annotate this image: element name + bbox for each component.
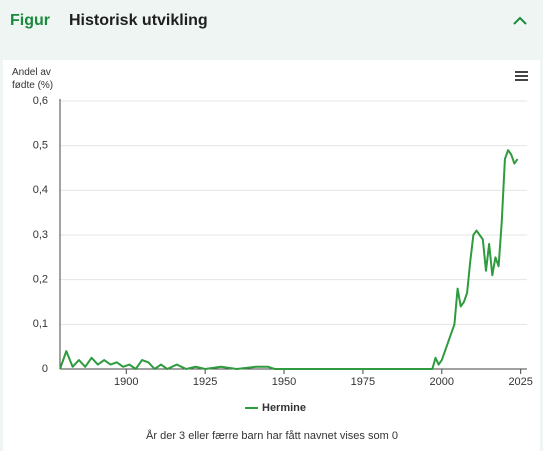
- y-tick-label: 0,6: [33, 95, 48, 107]
- y-tick-label: 0,2: [33, 274, 48, 286]
- y-tick-label: 0,5: [33, 140, 48, 152]
- legend-label: Hermine: [262, 402, 306, 414]
- y-tick-label: 0,1: [33, 318, 48, 330]
- y-label-box: Andel av fødte (%): [12, 67, 54, 91]
- data-line: [59, 149, 519, 370]
- x-tick-label: 1900: [114, 376, 138, 388]
- menu-button[interactable]: [515, 71, 528, 81]
- x-tick-label: 1950: [272, 376, 296, 388]
- caption: År der 3 eller færre barn har fått navne…: [146, 429, 398, 442]
- x-tick-label: 1925: [193, 376, 217, 388]
- y-tick-label: 0: [42, 363, 48, 375]
- collapse-toggle[interactable]: [513, 16, 527, 25]
- x-tick-label: 2000: [430, 376, 454, 388]
- y-axis-label: Andel av fødte (%): [12, 67, 54, 91]
- header-label: Figur: [10, 12, 50, 29]
- chart-panel: [3, 60, 540, 451]
- y-tick-label: 0,3: [33, 229, 48, 241]
- y-tick-label: 0,4: [33, 184, 48, 196]
- x-tick-label: 2025: [508, 376, 532, 388]
- header-title: Historisk utvikling: [69, 12, 208, 29]
- x-tick-label: 1975: [351, 376, 375, 388]
